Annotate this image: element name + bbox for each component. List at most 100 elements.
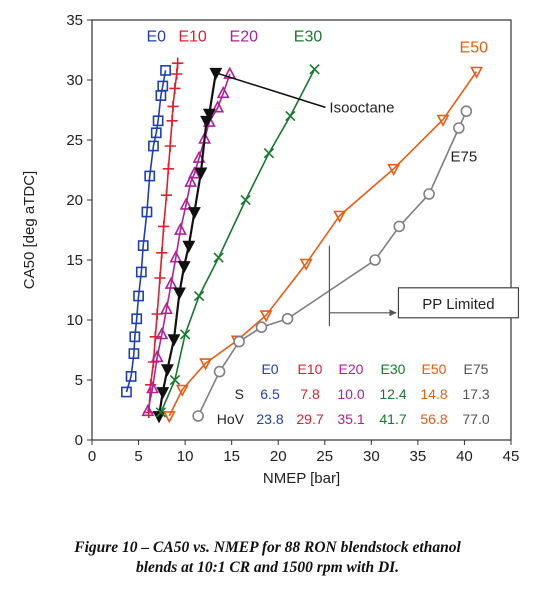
table-header-e10: E10	[298, 361, 323, 377]
axes: 0 5 10 15 20 25 30 35 40 45 0 5 10 15 20 25 30 35 NMEP [ba…	[21, 12, 519, 487]
data-point	[131, 313, 143, 325]
figure-caption: Figure 10 – CA50 vs. NMEP for 88 RON ble…	[0, 538, 535, 578]
data-point	[299, 258, 313, 271]
table-cell: 77.0	[462, 411, 489, 427]
data-point	[281, 312, 294, 325]
y-tick-label: 15	[66, 252, 83, 269]
table-cell: 35.1	[337, 411, 364, 427]
data-point	[436, 114, 450, 127]
data-point	[160, 364, 174, 377]
data-point	[164, 276, 178, 289]
data-point	[182, 240, 196, 253]
data-point	[169, 250, 183, 263]
series-label-e0: E0	[146, 29, 166, 46]
data-point	[175, 384, 189, 397]
pp-limited-label: PP Limited	[422, 296, 494, 313]
data-point	[164, 140, 176, 152]
data-point	[160, 301, 173, 315]
data-point	[166, 115, 178, 127]
data-point	[158, 220, 170, 232]
table-row-label: HoV	[217, 411, 245, 427]
x-tick-label: 40	[456, 448, 473, 465]
isooctane-pointer	[215, 72, 326, 109]
data-point	[160, 65, 171, 76]
data-point	[129, 331, 141, 343]
table-cell: 41.7	[379, 411, 406, 427]
data-point	[193, 290, 205, 302]
data-point	[152, 115, 164, 127]
x-tick-label: 10	[177, 448, 194, 465]
data-point	[240, 194, 251, 206]
data-point	[179, 197, 193, 210]
y-axis-label: CA50 [deg aTDC]	[21, 171, 38, 289]
table-cell: 17.3	[462, 386, 489, 402]
table-cell: 10.0	[337, 386, 364, 402]
series-line	[125, 70, 167, 393]
data-point	[156, 387, 170, 400]
data-point	[154, 272, 166, 284]
plot-frame	[91, 19, 512, 441]
x-tick-label: 0	[88, 448, 96, 465]
data-point	[263, 148, 275, 159]
data-point	[259, 310, 273, 323]
data-point	[141, 206, 153, 218]
data-point	[144, 170, 156, 182]
caption-line-1: Figure 10 – CA50 vs. NMEP for 88 RON ble…	[74, 539, 461, 556]
caption-line-2: blends at 10:1 CR and 1500 rpm with DI.	[135, 559, 400, 576]
series-e75	[192, 105, 473, 422]
series-layer	[121, 57, 483, 424]
data-point	[423, 188, 435, 200]
pp-limited-box	[397, 287, 520, 319]
y-tick-label: 10	[66, 312, 83, 329]
x-tick-label: 30	[363, 448, 380, 465]
data-point	[121, 386, 132, 398]
series-e10	[143, 57, 184, 418]
table-cell: 56.8	[420, 411, 447, 427]
table-header-e30: E30	[381, 361, 406, 377]
data-point	[141, 403, 155, 417]
data-point	[369, 254, 381, 266]
table-header-e20: E20	[339, 361, 364, 377]
data-point	[184, 174, 198, 187]
series-label-e20: E20	[230, 29, 259, 46]
y-tick-label: 0	[75, 432, 83, 449]
data-point	[187, 207, 201, 220]
series-line	[197, 110, 468, 417]
data-point	[194, 167, 208, 180]
data-point	[199, 358, 213, 371]
data-point	[333, 210, 347, 223]
series-isooctane	[152, 67, 223, 424]
data-point	[155, 407, 167, 418]
data-point	[255, 321, 268, 334]
data-point	[213, 365, 226, 378]
table-cell: 14.8	[420, 386, 447, 402]
data-point	[285, 110, 296, 122]
series-e30	[155, 64, 320, 418]
data-point	[187, 166, 201, 179]
data-point	[233, 335, 245, 348]
series-label-e30: E30	[294, 29, 323, 46]
table-cell: 23.8	[256, 411, 283, 427]
table-header-e0: E0	[261, 361, 278, 377]
table-row-label: S	[235, 386, 244, 402]
data-point	[309, 64, 320, 75]
x-tick-label: 15	[223, 448, 240, 465]
data-point	[150, 127, 162, 139]
table-cell: 6.5	[260, 386, 280, 402]
data-point	[157, 80, 169, 92]
x-tick-label: 45	[503, 448, 520, 465]
data-point	[460, 105, 473, 117]
table-cell: 12.4	[379, 386, 406, 402]
data-point	[167, 334, 181, 347]
data-point	[174, 222, 187, 235]
data-point	[128, 348, 140, 359]
data-point	[169, 82, 181, 94]
x-tick-label: 5	[134, 448, 142, 465]
data-point	[470, 66, 483, 79]
data-point	[216, 85, 230, 99]
chart: 0 5 10 15 20 25 30 35 40 45 0 5 10 15 20 25 30 35 NMEP [ba…	[21, 12, 520, 487]
x-axis-label: NMEP [bar]	[263, 470, 340, 487]
data-point	[155, 327, 169, 340]
isooctane-label: Isooctane	[329, 99, 394, 116]
data-point	[146, 381, 159, 394]
